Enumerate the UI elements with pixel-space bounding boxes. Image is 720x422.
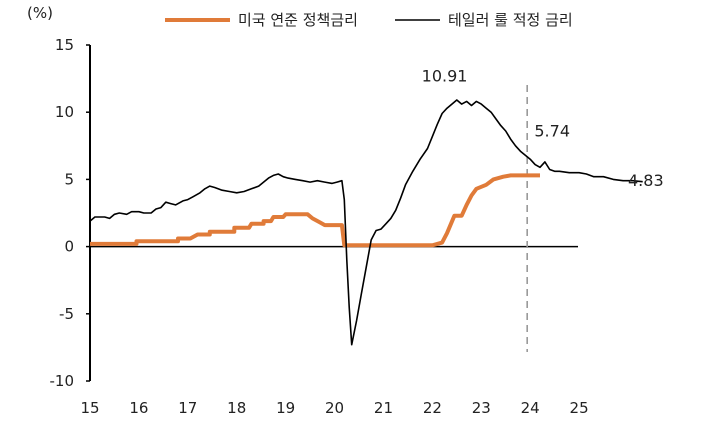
x-tick-label: 24 (521, 399, 540, 417)
x-tick-label: 22 (423, 399, 442, 417)
x-tick-label: 19 (276, 399, 295, 417)
annotations: 10.91 5.74 4.83 (422, 66, 664, 190)
x-tick-label: 25 (570, 399, 589, 417)
series-line-taylor-rule (89, 99, 643, 346)
x-tick-label: 20 (325, 399, 344, 417)
x-ticks: 15 16 17 18 19 20 21 22 23 24 25 (80, 399, 588, 417)
data-annotation: 10.91 (422, 66, 468, 85)
y-tick-label: 10 (55, 103, 74, 121)
y-axis-unit-label: (%) (27, 4, 53, 22)
y-tick-label: -10 (50, 372, 75, 390)
y-ticks: 15 10 5 0 -5 -10 (50, 36, 90, 390)
legend-label-fed-rate: 미국 연준 정책금리 (238, 11, 358, 29)
x-tick-label: 15 (80, 399, 99, 417)
y-tick-label: -5 (59, 305, 74, 323)
x-tick-label: 23 (472, 399, 491, 417)
x-tick-label: 18 (227, 399, 246, 417)
y-tick-label: 5 (64, 170, 74, 188)
x-tick-label: 17 (178, 399, 197, 417)
legend-label-taylor-rule: 테일러 룰 적정 금리 (448, 11, 573, 29)
y-tick-label: 0 (64, 238, 74, 256)
x-tick-label: 21 (374, 399, 393, 417)
x-tick-label: 16 (129, 399, 148, 417)
data-annotation: 4.83 (628, 171, 664, 190)
series-line-fed-rate (90, 173, 540, 248)
y-tick-label: 15 (55, 36, 74, 54)
data-annotation: 5.74 (534, 121, 570, 140)
